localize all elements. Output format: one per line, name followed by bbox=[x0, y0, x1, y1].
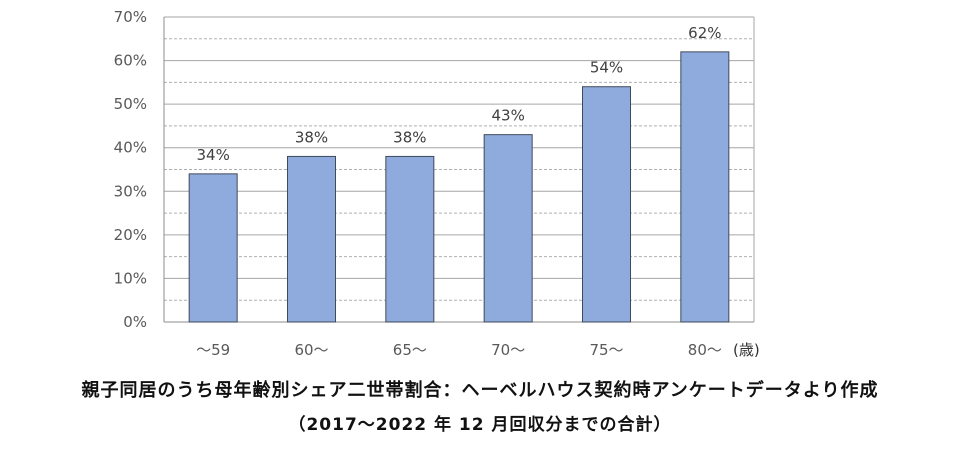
data-labels: 34% 38% 38% 43% 54% 62% bbox=[196, 24, 721, 164]
bars bbox=[188, 51, 730, 323]
y-tick-label: 10% bbox=[114, 269, 147, 287]
chart-caption-title: 親子同居のうち母年齢別シェア二世帯割合：ヘーベルハウス契約時アンケートデータより… bbox=[81, 380, 879, 401]
y-tick-labels: 0% 10% 20% 30% 40% 50% 60% 70% bbox=[114, 8, 147, 331]
bar bbox=[188, 173, 238, 323]
x-tick-label: 70～ bbox=[491, 341, 525, 359]
bar-chart: 0% 10% 20% 30% 40% 50% 60% 70% 34% 38% 38% 43% 54% 6… bbox=[114, 8, 760, 359]
y-tick-label: 20% bbox=[114, 226, 147, 244]
x-axis-unit-label: (歳) bbox=[733, 341, 760, 359]
chart-caption-subtitle: （2017～2022 年 12 月回収分までの合計） bbox=[288, 415, 672, 435]
x-tick-label: 65～ bbox=[393, 341, 427, 359]
y-tick-label: 50% bbox=[114, 95, 147, 113]
y-tick-label: 30% bbox=[114, 182, 147, 200]
y-tick-label: 0% bbox=[123, 313, 147, 331]
bar bbox=[483, 134, 533, 323]
data-label: 43% bbox=[491, 107, 524, 125]
bar bbox=[680, 51, 730, 323]
y-tick-label: 40% bbox=[114, 139, 147, 157]
data-label: 34% bbox=[196, 146, 229, 164]
bar bbox=[582, 86, 631, 323]
axes bbox=[163, 17, 755, 323]
bar bbox=[287, 155, 336, 323]
gridlines bbox=[164, 16, 754, 323]
data-label: 38% bbox=[295, 128, 328, 146]
x-tick-label: ～59 bbox=[196, 341, 230, 359]
bar bbox=[385, 155, 435, 323]
y-tick-label: 70% bbox=[114, 8, 147, 26]
y-tick-label: 60% bbox=[114, 52, 147, 70]
data-label: 54% bbox=[590, 59, 623, 77]
x-tick-label: 75～ bbox=[589, 341, 623, 359]
x-tick-label: 80～ bbox=[688, 341, 722, 359]
x-tick-labels: ～59 60～ 65～ 70～ 75～ 80～ bbox=[196, 341, 722, 359]
x-tick-label: 60～ bbox=[294, 341, 328, 359]
data-label: 38% bbox=[393, 128, 426, 146]
data-label: 62% bbox=[688, 24, 721, 42]
